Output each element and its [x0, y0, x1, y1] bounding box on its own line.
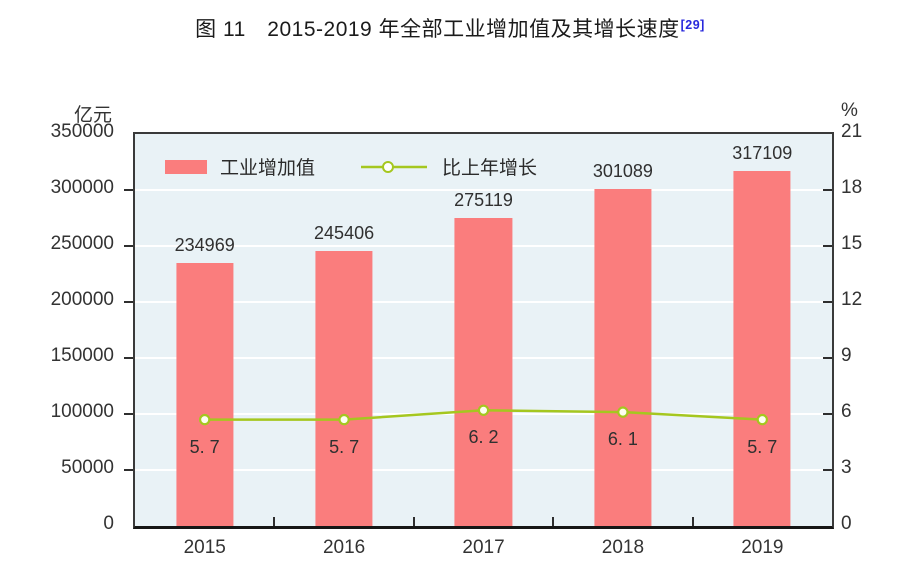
growth-value-label: 6. 2	[468, 427, 499, 448]
bar-value-label: 317109	[732, 142, 793, 163]
x-axis-tick-label: 2019	[741, 537, 784, 558]
bar-2019	[733, 170, 791, 526]
category-band: 245406 5. 7	[274, 134, 413, 526]
growth-point-marker	[198, 413, 211, 426]
growth-value-label: 6. 1	[607, 429, 638, 450]
right-axis-tick	[823, 245, 832, 247]
x-axis-tick-label: 2017	[462, 537, 505, 558]
left-axis-tick-labels: 350000 300000 250000 200000 150000 100000 5000…	[50, 121, 114, 534]
growth-point-marker	[756, 413, 769, 426]
category-band: 301089 6. 1	[553, 134, 692, 526]
growth-point-marker	[477, 404, 490, 416]
growth-point-marker	[617, 406, 629, 418]
growth-value-label: 5. 7	[189, 436, 220, 457]
bar-value-label: 301089	[592, 160, 653, 181]
left-axis-tick	[124, 189, 133, 191]
bar-value-label: 275119	[454, 189, 513, 210]
x-axis-tick-label: 2016	[322, 537, 366, 558]
legend: 工业增加值 比上年增长	[165, 153, 537, 180]
x-axis-tick	[273, 517, 276, 526]
category-band: 234969 5. 7	[135, 134, 274, 526]
legend-bar-label: 工业增加值	[220, 158, 316, 179]
category-band: 317109 5. 7	[693, 134, 832, 526]
category-band: 275119 6. 2	[414, 134, 553, 526]
plot-area: 234969 5. 7 245406 5. 7 275119 6. 2 301089 6. 1…	[124, 132, 834, 529]
figure-title: 图 11 2015-2019 年全部工业增加值及其增长速度[29]	[0, 13, 900, 43]
gridline	[135, 189, 832, 191]
left-axis-tick	[124, 301, 133, 303]
legend-line-sample	[361, 160, 428, 173]
legend-bar-swatch	[165, 159, 207, 174]
x-axis-labels: 2015 2016 2017 2018 2019	[135, 537, 832, 559]
x-axis-tick-label: 2015	[183, 537, 226, 558]
growth-value-label: 5. 7	[747, 436, 778, 457]
right-axis-tick	[823, 189, 832, 191]
bar-2015	[176, 262, 234, 526]
growth-point-marker	[338, 413, 350, 426]
x-axis-tick	[412, 517, 415, 526]
legend-line-marker-icon	[382, 160, 395, 173]
right-axis-unit: %	[841, 100, 858, 121]
left-axis-tick	[124, 357, 133, 359]
x-axis-tick-label: 2018	[601, 537, 645, 558]
bar-value-label: 245406	[314, 223, 375, 244]
right-axis-tick	[823, 469, 832, 471]
right-axis-tick	[823, 301, 832, 303]
bar-2018	[594, 188, 652, 526]
x-axis-tick	[691, 517, 694, 526]
right-axis-tick-labels: 21 18 15 12 9 6 3 0	[841, 121, 863, 534]
figure-title-ref: [29]	[680, 18, 705, 32]
growth-line-series	[198, 404, 769, 426]
right-axis-tick	[823, 413, 832, 415]
x-axis-tick	[552, 517, 555, 526]
bar-2017	[454, 217, 513, 526]
left-axis-unit: 亿元	[73, 105, 112, 126]
growth-value-label: 5. 7	[329, 436, 360, 457]
left-axis-tick	[124, 469, 133, 471]
left-axis-tick	[124, 413, 133, 415]
figure-title-text: 图 11 2015-2019 年全部工业增加值及其增长速度	[195, 18, 680, 41]
bar-2016	[315, 251, 373, 526]
bar-value-label: 234969	[174, 234, 235, 255]
left-axis-tick	[124, 245, 133, 247]
legend-line-label: 比上年增长	[442, 158, 538, 179]
right-axis-tick	[823, 357, 832, 359]
